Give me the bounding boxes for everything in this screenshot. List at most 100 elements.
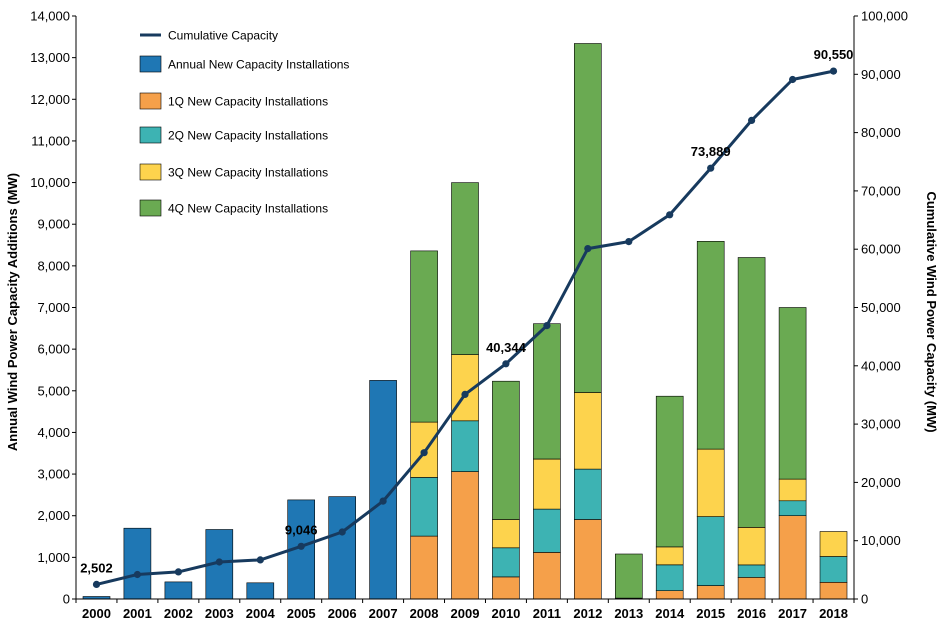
- annotation-2018: 90,550: [814, 47, 854, 62]
- bar-2017-series-4: [778, 307, 807, 480]
- bar-2010-series-1: [492, 576, 520, 600]
- bar-2013-series-4: [614, 553, 643, 599]
- y-tick-label: 4,000: [37, 425, 70, 440]
- x-tick-label-2015: 2015: [696, 606, 725, 621]
- cumulative-point-2013: [625, 238, 633, 246]
- x-tick-label-2007: 2007: [369, 606, 398, 621]
- y-tick-label: 5,000: [37, 383, 70, 398]
- y-tick-label: 12,000: [30, 92, 70, 107]
- legend-label-3: 3Q New Capacity Installations: [168, 166, 328, 180]
- cumulative-point-2010: [502, 360, 510, 368]
- bar-2010-series-3: [492, 519, 520, 549]
- legend-label-4: 4Q New Capacity Installations: [168, 202, 328, 216]
- annotations-layer: 2,502 9,046 40,344 73,889 90,550: [80, 47, 853, 575]
- bar-2009-series-1: [451, 471, 479, 600]
- annotation-2000: 2,502: [80, 560, 113, 575]
- y2-tick-label: 40,000: [861, 358, 901, 373]
- bar-2012-series-4: [573, 43, 602, 393]
- y2-tick-label: 50,000: [861, 300, 901, 315]
- x-tick-label-2006: 2006: [328, 606, 357, 621]
- bar-2008-series-1: [410, 535, 438, 600]
- bar-2016-series-1: [737, 576, 766, 600]
- x-tick-label-2000: 2000: [82, 606, 111, 621]
- x-tick-label-2008: 2008: [410, 606, 439, 621]
- y-tick-label: 7,000: [37, 300, 70, 315]
- bars-layer: [82, 43, 848, 600]
- y2-tick-label: 80,000: [861, 125, 901, 140]
- bar-2012-series-1: [573, 519, 602, 600]
- annotation-2005: 9,046: [285, 522, 318, 537]
- y2-tick-label: 10,000: [861, 533, 901, 548]
- x-tick-label-2016: 2016: [737, 606, 766, 621]
- legend-label-0: Annual New Capacity Installations: [168, 58, 349, 72]
- cumulative-point-2017: [789, 75, 797, 84]
- cumulative-point-2005: [297, 542, 305, 550]
- legend-swatch-3: [139, 163, 162, 181]
- y2-axis-title: Cumulative Wind Power Capacity (MW): [924, 191, 939, 432]
- y2-tick-label: 70,000: [861, 183, 901, 198]
- x-tick-label-2010: 2010: [491, 606, 520, 621]
- y-tick-label: 8,000: [37, 258, 70, 273]
- x-tick-label-2005: 2005: [287, 606, 316, 621]
- x-tick-label-2011: 2011: [533, 606, 561, 621]
- y-tick-label: 3,000: [37, 467, 70, 482]
- y-tick-label: 10,000: [30, 175, 70, 190]
- y2-tick-label: 60,000: [861, 242, 901, 257]
- bar-2016-series-2: [737, 564, 766, 578]
- bar-2011-series-3: [533, 458, 561, 510]
- bar-2008-series-2: [410, 477, 438, 537]
- legend-swatch-2: [139, 126, 162, 144]
- x-tick-label-2013: 2013: [614, 606, 643, 621]
- cumulative-point-2000: [92, 580, 101, 589]
- cumulative-point-2006: [338, 528, 346, 536]
- bar-2014-series-1: [655, 590, 684, 600]
- bar-2016-series-3: [737, 527, 766, 566]
- y-tick-label: 9,000: [37, 217, 70, 232]
- x-tick-label-2001: 2001: [123, 606, 152, 621]
- cumulative-point-2016: [748, 116, 756, 124]
- x-tick-label-2009: 2009: [451, 606, 480, 621]
- bar-2006-series-0: [328, 496, 357, 600]
- cumulative-point-2011: [543, 322, 551, 330]
- legend-label-5: Cumulative Capacity: [168, 29, 278, 43]
- bar-2002-series-0: [164, 581, 193, 600]
- y2-tick-label: 30,000: [861, 417, 901, 432]
- cumulative-point-2008: [420, 449, 428, 457]
- x-tick-label-2018: 2018: [819, 606, 848, 621]
- legend-swatch-0: [139, 55, 162, 73]
- bar-2017-series-1: [778, 515, 807, 600]
- bar-2015-series-4: [696, 241, 725, 450]
- x-tick-label-2012: 2012: [573, 606, 602, 621]
- bar-2015-series-2: [696, 516, 725, 586]
- cumulative-point-2004: [256, 556, 264, 564]
- cumulative-point-2015: [707, 164, 715, 172]
- bar-2011-series-1: [533, 552, 561, 600]
- y2-tick-label: 20,000: [861, 475, 901, 490]
- legend-swatch-4: [139, 199, 162, 217]
- y-tick-label: 0: [63, 592, 70, 607]
- y2-tick-label: 0: [861, 592, 868, 607]
- y2-tick-label: 100,000: [861, 9, 908, 24]
- bar-2010-series-2: [492, 547, 520, 578]
- bar-2016-series-4: [737, 257, 766, 528]
- x-tick-label-2003: 2003: [205, 606, 234, 621]
- cumulative-point-2001: [133, 570, 141, 579]
- bar-2001-series-0: [123, 527, 152, 600]
- x-tick-label-2014: 2014: [655, 606, 685, 621]
- legend-label-1: 1Q New Capacity Installations: [168, 95, 328, 109]
- y-tick-label: 11,000: [31, 133, 70, 148]
- bar-2009-series-2: [451, 420, 479, 472]
- bar-2009-series-4: [451, 182, 479, 355]
- cumulative-line-layer: [92, 67, 838, 589]
- annotation-2015: 73,889: [691, 144, 731, 159]
- y-tick-label: 13,000: [30, 50, 70, 65]
- cumulative-point-2009: [461, 390, 469, 398]
- bar-2010-series-4: [492, 380, 520, 520]
- bar-2011-series-4: [533, 323, 561, 460]
- bar-2012-series-3: [573, 392, 602, 470]
- bar-2014-series-4: [655, 395, 684, 548]
- bar-2017-series-3: [778, 478, 807, 502]
- y2-tick-label: 90,000: [861, 67, 901, 82]
- legend-label-2: 2Q New Capacity Installations: [168, 129, 328, 143]
